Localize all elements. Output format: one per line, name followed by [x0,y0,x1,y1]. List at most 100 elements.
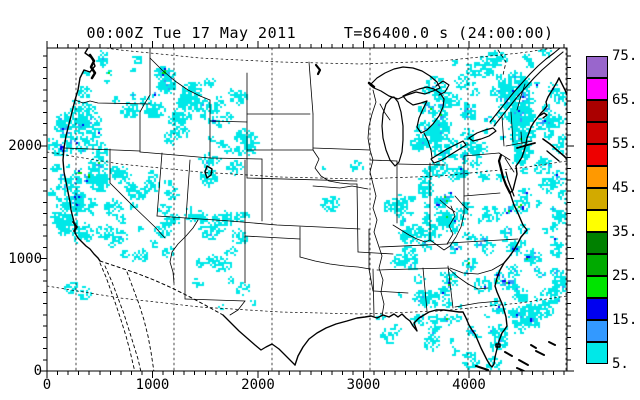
state-border-parallel-37n-borders [185,217,361,230]
state-border-vt-nh [510,111,514,143]
colorbar-swatch [586,144,608,166]
state-border-pa-ny [463,152,500,157]
state-border-ut-co [185,159,191,219]
state-border-tx-la [372,268,375,317]
state-border-ia-mo [312,185,369,190]
state-border-nv-ut [156,152,163,217]
state-border-mo-ar [357,251,394,255]
graticule-parallel-canada-border [102,48,556,65]
colorbar-swatch [586,122,608,144]
state-border-ny-nj [498,152,511,161]
colorbar-tick-label: 75. [612,48,638,64]
state-border-tx-ok-panhandle [244,235,301,240]
colorbar-tick-label: 35. [612,224,638,240]
state-border-ny-vt-ma [501,115,505,147]
state-border-mn-wi [367,89,377,151]
st-lawrence-river [489,48,561,123]
colorbar-swatch [586,210,608,232]
state-border-sc-ga-savannah [447,267,489,290]
state-border-tx-w [229,300,246,316]
san-francisco-bay [72,221,78,232]
state-border-mt-id [149,57,211,101]
lake-of-the-woods [314,63,322,76]
state-border-ohio-river [392,224,451,251]
baja-east-coast [104,265,142,371]
island [518,359,529,366]
lake-erie [430,140,467,164]
state-border-wi-il [369,159,398,162]
lake-michigan [381,96,404,167]
x-axis-tick-label: 0 [42,377,52,393]
y-axis-tick-label: 1000 [8,250,42,267]
island [535,350,545,356]
state-border-pa-md-mason-dixon [463,192,501,197]
us-mexico-border [99,260,224,316]
plot-frame [40,41,574,378]
state-border-mn-ia [312,147,371,151]
us-canada-border-maine [497,49,507,76]
island [548,341,556,346]
rio-grande [222,314,296,366]
state-border-nc-sc [449,262,505,275]
st-clair-river [423,132,433,159]
y-axis-tick-label: 2000 [8,138,42,154]
lake-ontario [468,127,497,142]
colorbar-tick-label: 45. [612,180,638,196]
colorbar-swatch [586,78,608,100]
state-border-nd-mn [308,61,314,115]
gulf-atlantic-coastline [294,77,560,368]
x-axis-tick-label: 3000 [346,377,381,393]
state-border-ms-al [422,267,428,312]
state-border-va-nc [447,238,519,244]
state-border-ar-w [368,268,374,292]
state-border-red-river [299,256,371,270]
y-axis-tick-label: 0 [33,363,42,379]
island [530,344,537,349]
state-border-ga-fl [454,300,501,308]
colorbar-swatch [586,342,608,364]
duluth-harbor [367,81,376,89]
state-border-ma-ct-ri [505,140,533,147]
state-border-nj-delaware-river [504,157,515,173]
map-lines [47,48,567,371]
graticule-parallel [47,285,567,315]
colorbar-swatch [586,320,608,342]
state-border-al-ga [447,265,454,309]
state-border-ut-az [156,215,187,219]
state-border-nv-ut-north-42n [139,151,211,159]
baja-west-coast [99,262,136,371]
cuba-coast [475,365,489,371]
x-axis-tick-label: 1000 [135,377,170,393]
state-border-wi-mi [379,103,391,121]
state-border-md-va-sq [454,195,469,211]
mexico-mainland-coast [126,271,155,371]
state-border-nm-s [184,298,246,302]
lake-okeechobee [495,343,501,348]
colorbar-tick-label: 25. [612,268,638,284]
colorbar-swatch [586,166,608,188]
state-border-mt-wy [209,120,248,123]
plot-title: 00:00Z Tue 17 May 2011 T=86400.0 s (24:0… [86,24,554,42]
state-border-ct-ri [520,131,523,145]
x-axis-tick-label: 2000 [241,377,275,393]
colorbar-swatch [586,188,608,210]
state-border-ca-or [63,147,141,152]
nova-scotia [542,138,567,160]
state-border-wa-or [74,99,151,105]
state-border-ne-ks-40n [246,177,358,182]
st-lawrence-south-shore [493,51,564,127]
lake-superior [369,66,441,100]
plot-border [46,47,568,372]
long-island [516,142,536,149]
graticule-parallel [47,151,567,180]
state-border-ca-nv-diagonal [109,182,166,239]
colorbar-tick-label: 55. [612,136,638,152]
nova-scotia-south [546,150,560,162]
colorbar-swatch [586,232,608,254]
chesapeake-bay [497,153,512,195]
state-border-mi-in-oh [396,163,446,166]
state-border-oh-wv-river [449,197,465,247]
